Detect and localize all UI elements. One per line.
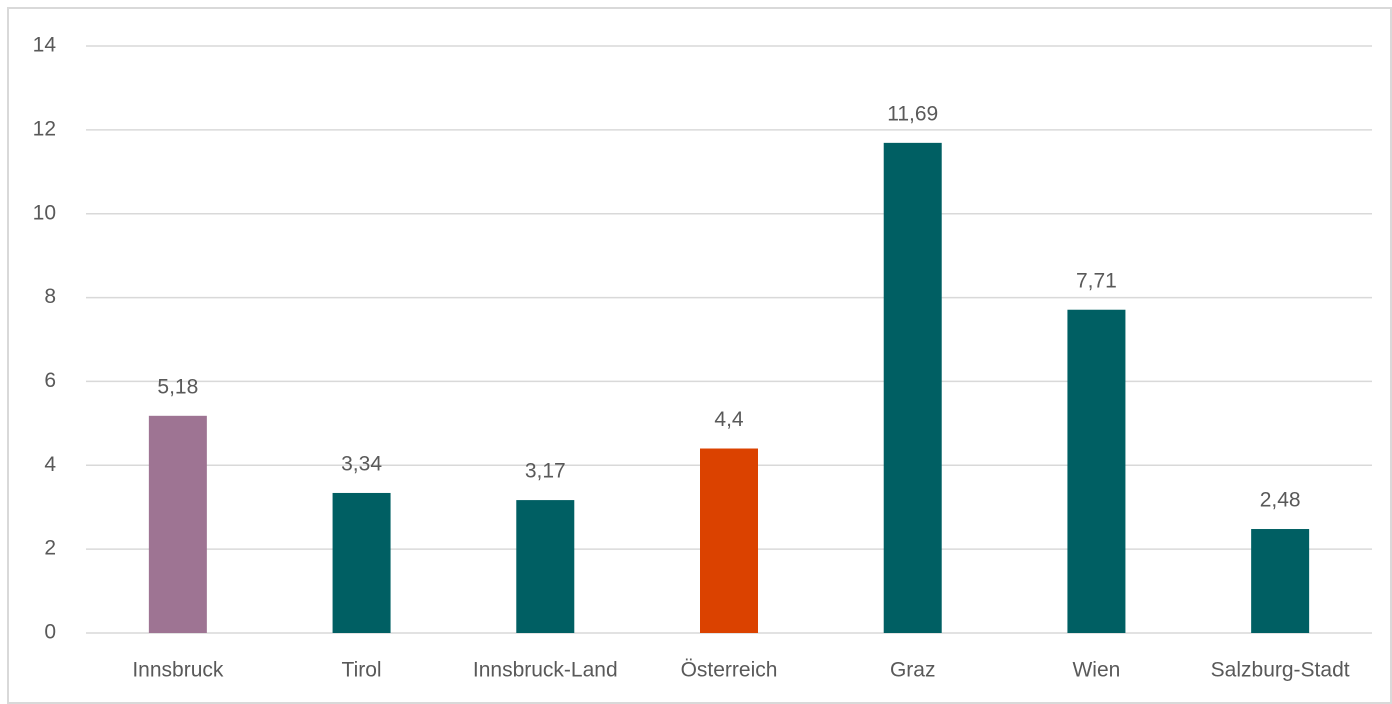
value-label: 2,48 bbox=[1260, 489, 1301, 512]
y-tick-label: 12 bbox=[33, 117, 56, 140]
x-tick-label: Innsbruck-Land bbox=[473, 659, 618, 682]
x-tick-label: Wien bbox=[1072, 659, 1120, 682]
x-tick-label: Salzburg-Stadt bbox=[1211, 659, 1350, 682]
bar bbox=[883, 142, 942, 634]
bar bbox=[700, 448, 758, 633]
y-tick-label: 4 bbox=[44, 453, 56, 476]
chart-border bbox=[7, 7, 1392, 704]
x-tick-label: Innsbruck bbox=[132, 659, 224, 682]
value-label: 7,71 bbox=[1076, 269, 1117, 292]
y-tick-label: 0 bbox=[44, 621, 56, 644]
bar bbox=[516, 500, 575, 633]
y-tick-label: 14 bbox=[33, 34, 57, 57]
value-label: 11,69 bbox=[887, 102, 938, 125]
x-tick-label: Österreich bbox=[681, 659, 778, 682]
value-label: 5,18 bbox=[157, 375, 198, 398]
value-label: 3,17 bbox=[525, 460, 566, 483]
x-tick-label: Graz bbox=[890, 659, 936, 682]
bar bbox=[148, 415, 207, 633]
x-tick-label: Tirol bbox=[342, 659, 382, 682]
y-tick-label: 6 bbox=[44, 369, 56, 392]
value-label: 3,34 bbox=[341, 453, 382, 476]
bar bbox=[1251, 529, 1310, 633]
y-tick-label: 10 bbox=[33, 201, 56, 224]
value-label: 4,4 bbox=[714, 408, 744, 431]
bar bbox=[332, 492, 391, 633]
bar bbox=[1067, 309, 1126, 633]
y-tick-label: 2 bbox=[44, 537, 56, 560]
y-tick-label: 8 bbox=[44, 285, 56, 308]
